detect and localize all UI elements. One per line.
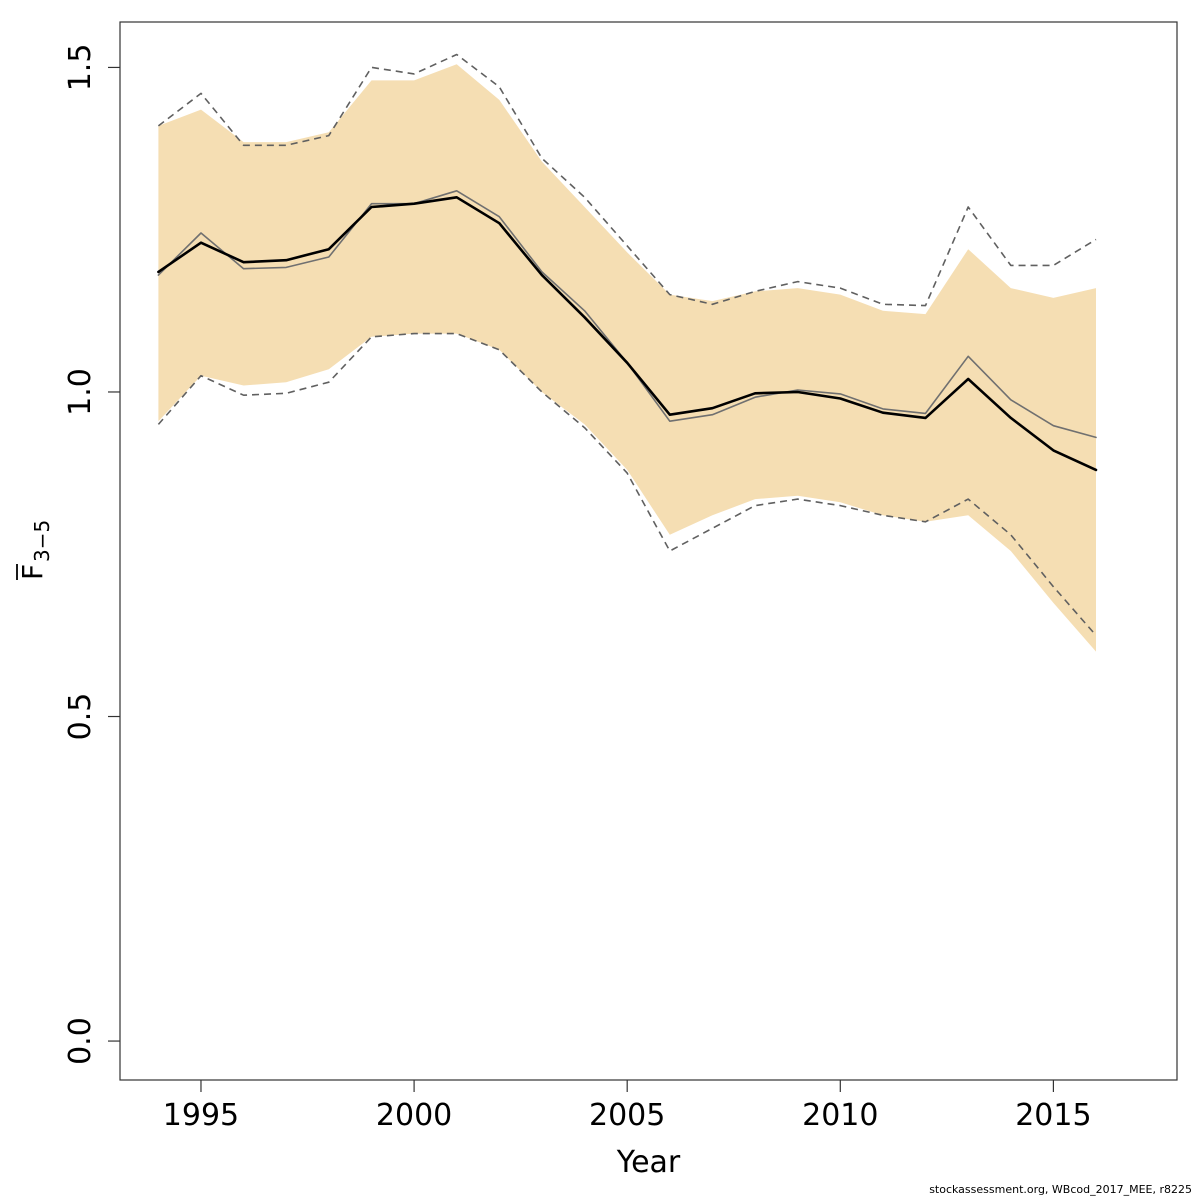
x-tick-label: 2015 [1015,1098,1091,1133]
plot-frame [119,21,1178,1081]
series-line-3 [157,53,1097,307]
x-tick-label: 2000 [376,1098,452,1133]
series-line-1 [157,196,1098,472]
axes: 1995 2000 2005 2010 2015 0.0 0.5 1.0 1.5 [63,44,1092,1133]
y-axis-label-main: F [16,564,49,580]
x-axis-label: Year [616,1145,681,1180]
x-tick-label: 2005 [589,1098,665,1133]
y-tick-label: 1.0 [63,368,98,416]
x-tick-label: 2010 [802,1098,878,1133]
x-tick-label: 1995 [163,1098,239,1133]
series-line-4 [157,332,1097,636]
y-axis-label: F 3−5 [16,520,54,580]
y-tick-label: 1.5 [63,44,98,92]
y-tick-label: 0.0 [63,1017,98,1065]
plot-area [157,53,1098,652]
y-tick-label: 0.5 [63,693,98,741]
confidence-band [158,64,1096,652]
y-axis-label-subscript: 3−5 [30,520,54,562]
footnote: stockassessment.org, WBcod_2017_MEE, r82… [929,1183,1192,1196]
